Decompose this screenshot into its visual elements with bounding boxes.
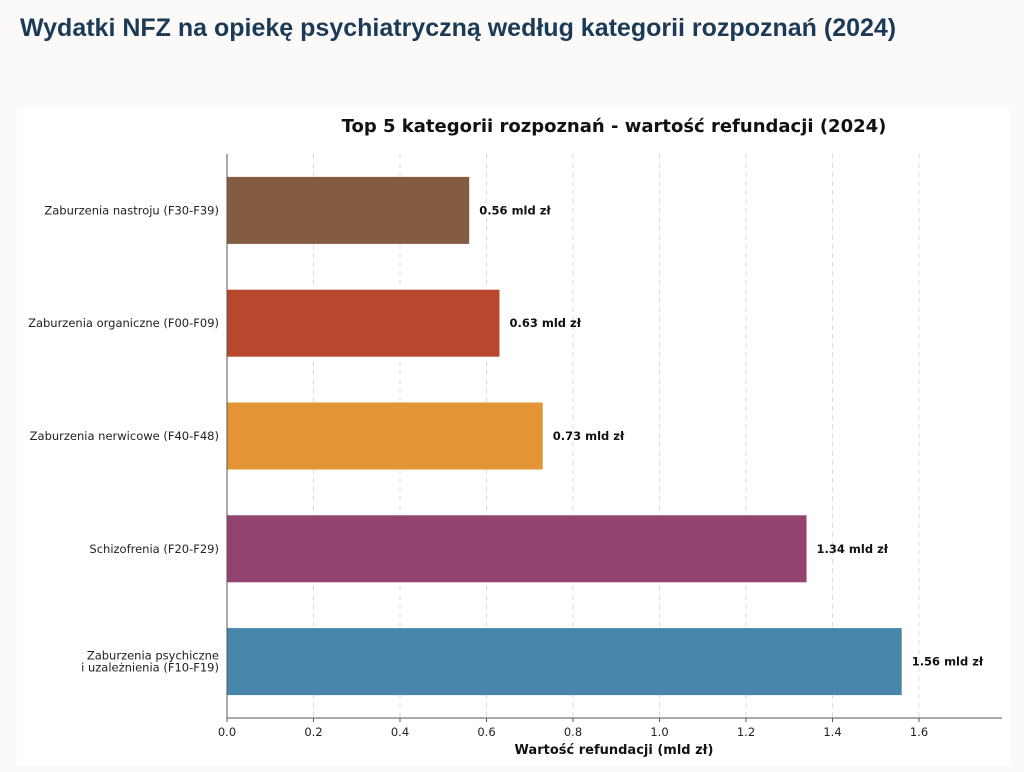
grid-lines <box>226 154 920 718</box>
x-tick-label: 1.6 <box>910 725 928 739</box>
x-axis-title: Wartość refundacji (mld zł) <box>515 743 714 758</box>
value-label: 1.56 mld zł <box>912 655 984 669</box>
value-label: 0.56 mld zł <box>479 203 551 217</box>
category-label: Zaburzenia nerwicowe (F40-F48) <box>30 429 219 443</box>
labels: 0.56 mld zł Zaburzenia nastroju (F30-F39)… <box>28 203 984 739</box>
x-tick-label: 0.6 <box>477 725 495 739</box>
bar <box>227 628 902 696</box>
bar-chart: Top 5 kategorii rozpoznań - wartość refu… <box>28 116 1002 758</box>
category-label: Zaburzenia nastroju (F30-F39) <box>44 203 219 217</box>
value-label: 0.63 mld zł <box>509 316 581 330</box>
x-tick-label: 0.2 <box>304 725 322 739</box>
chart-card: Top 5 kategorii rozpoznań - wartość refu… <box>17 108 1010 766</box>
page-title: Wydatki NFZ na opiekę psychiatryczną wed… <box>20 14 897 42</box>
x-tick-label: 1.4 <box>823 725 841 739</box>
x-tick-label: 1.0 <box>650 725 668 739</box>
x-tick-label: 0.0 <box>218 725 236 739</box>
bar <box>227 515 807 583</box>
x-tick-label: 1.2 <box>737 725 755 739</box>
bar <box>227 402 543 470</box>
bar <box>227 176 470 244</box>
bars <box>227 176 902 696</box>
bar <box>227 289 500 357</box>
axes <box>226 154 1002 722</box>
chart-title: Top 5 kategorii rozpoznań - wartość refu… <box>342 116 887 137</box>
x-tick-label: 0.4 <box>391 725 409 739</box>
category-label: Schizofrenia (F20-F29) <box>89 542 219 556</box>
value-label: 1.34 mld zł <box>817 542 889 556</box>
x-tick-label: 0.8 <box>564 725 582 739</box>
category-label: Zaburzenia organiczne (F00-F09) <box>28 316 219 330</box>
category-label: Zaburzenia psychiczne i uzależnienia (F10… <box>81 649 219 675</box>
value-label: 0.73 mld zł <box>553 429 625 443</box>
